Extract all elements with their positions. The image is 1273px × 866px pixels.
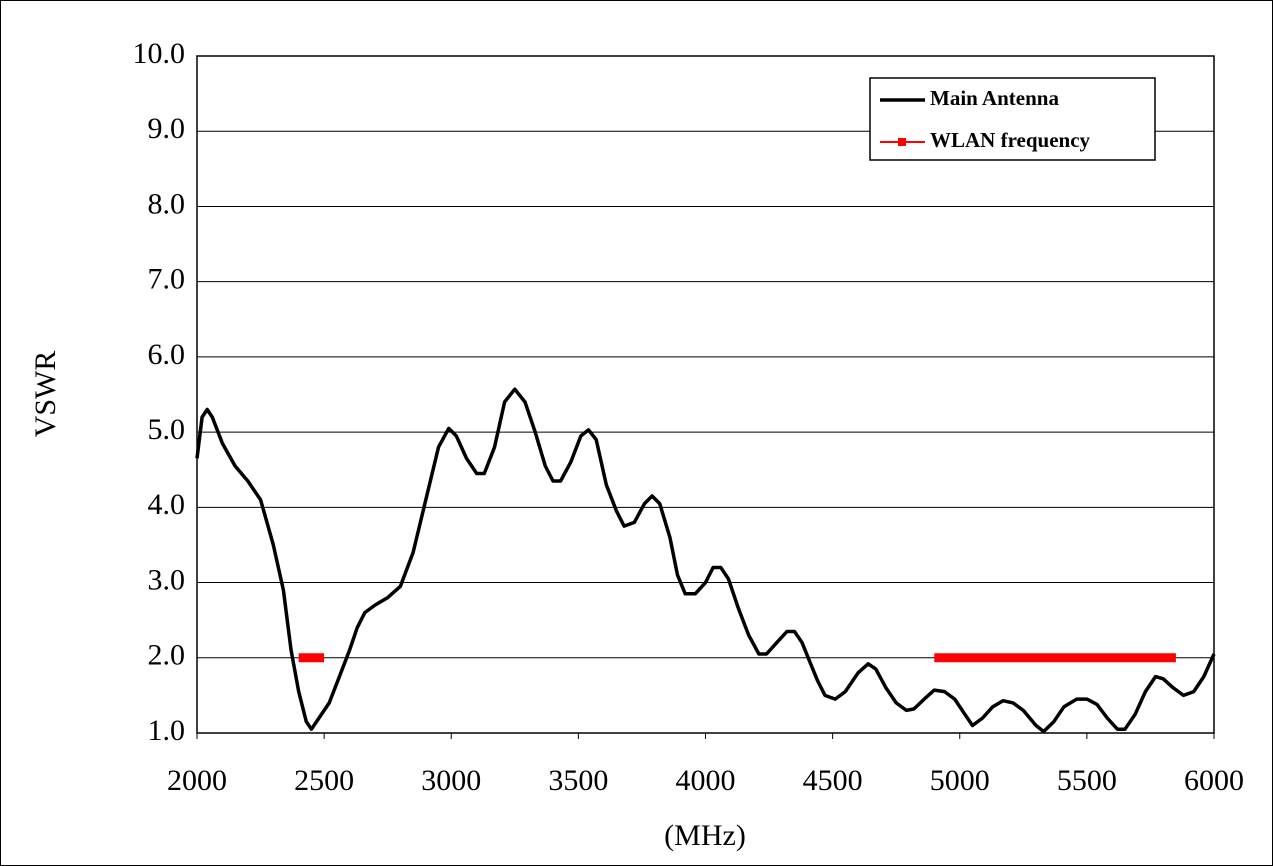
y-tick-label: 3.0 xyxy=(148,563,186,596)
x-tick-label: 6000 xyxy=(1184,764,1244,797)
x-tick-label: 3500 xyxy=(548,764,608,797)
x-tick-label: 2500 xyxy=(294,764,354,797)
x-tick-label: 3000 xyxy=(421,764,481,797)
legend-label: Main Antenna xyxy=(930,86,1059,110)
x-tick-label: 4500 xyxy=(803,764,863,797)
legend-marker xyxy=(898,138,906,146)
y-tick-label: 7.0 xyxy=(148,263,186,296)
legend-box xyxy=(869,77,1156,161)
y-tick-label: 4.0 xyxy=(148,488,186,521)
y-tick-label: 5.0 xyxy=(148,413,186,446)
x-tick-label: 2000 xyxy=(167,764,227,797)
x-tick-label: 4000 xyxy=(676,764,736,797)
y-axis-label: VSWR xyxy=(29,351,62,438)
x-tick-label: 5500 xyxy=(1057,764,1117,797)
legend-label: WLAN frequency xyxy=(930,128,1091,152)
plot-frame xyxy=(196,55,1215,734)
y-tick-label: 6.0 xyxy=(148,338,186,371)
y-tick-label: 2.0 xyxy=(148,639,186,672)
x-axis-label: (MHz) xyxy=(664,819,746,852)
series-line xyxy=(195,387,1216,734)
y-tick-label: 10.0 xyxy=(133,37,186,70)
y-tick-label: 1.0 xyxy=(148,714,186,747)
x-tick-label: 5000 xyxy=(930,764,990,797)
y-tick-label: 9.0 xyxy=(148,112,186,145)
y-tick-label: 8.0 xyxy=(148,187,186,220)
